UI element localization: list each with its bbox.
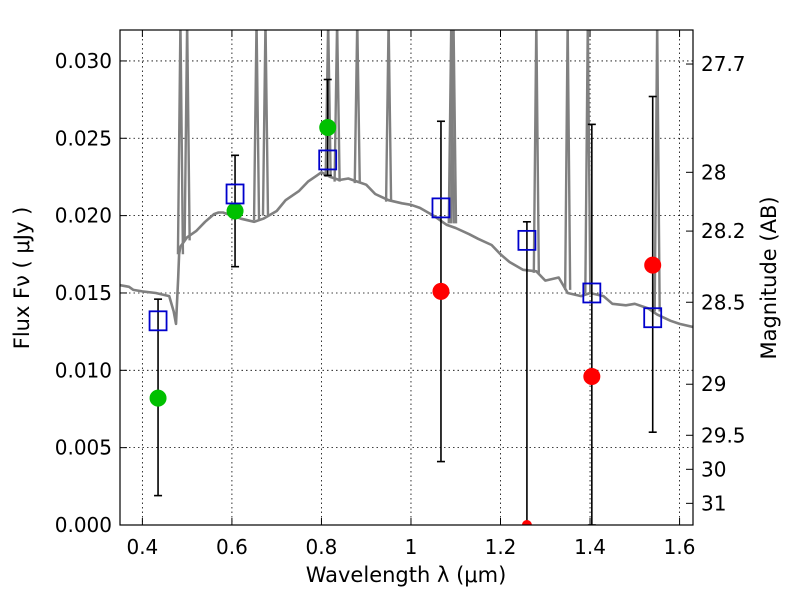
edge-markers: [521, 520, 532, 525]
plot-area: [120, 30, 693, 525]
y-axis-title: Flux Fν ( μJy ): [10, 207, 34, 350]
x-tick-label: 1.4: [574, 535, 606, 559]
x-tick-label: 1.2: [485, 535, 517, 559]
x-tick-label: 0.8: [306, 535, 338, 559]
model-photometry-square: [517, 229, 537, 251]
y-tick-label: 0.030: [55, 49, 112, 73]
emission-line-spike: [384, 30, 393, 202]
emission-line-spike: [261, 30, 270, 216]
nondetection-point: [521, 520, 532, 525]
detection-point: [226, 202, 244, 220]
axis-ticks: 0.4 0.6 0.8 1 1.2 1.4 1.6 0.000 0.005 0.010 0.015 0…: [55, 30, 746, 559]
right-axis-title: Magnitude (AB): [757, 196, 781, 359]
emission-line-spike: [176, 30, 185, 255]
detection-point: [319, 118, 337, 136]
model-photometry-square: [148, 310, 168, 332]
model-photometry-square: [318, 149, 338, 171]
mag-tick-label: 31: [701, 491, 726, 515]
emission-line-spike: [252, 30, 261, 221]
emission-line-spike: [353, 30, 361, 184]
mag-tick-label: 29.5: [701, 423, 746, 447]
mag-tick-label: 28.2: [701, 219, 746, 243]
x-tick-label: 1: [405, 535, 418, 559]
y-tick-label: 0.015: [55, 281, 112, 305]
mag-tick-label: 28.5: [701, 290, 746, 314]
nondetection-point: [644, 256, 662, 274]
x-tick-label: 0.4: [126, 535, 158, 559]
mag-tick-label: 27.7: [701, 52, 746, 76]
model-spectrum-line: [120, 171, 693, 329]
y-tick-label: 0.010: [55, 358, 112, 382]
mag-tick-label: 30: [701, 457, 726, 481]
model-photometry-square: [582, 282, 602, 304]
plot-frame: [119, 29, 694, 526]
x-axis-title: Wavelength λ (μm): [306, 563, 507, 587]
mag-tick-label: 28: [701, 160, 726, 184]
nondetection-point: [583, 368, 601, 385]
grid-lines: [120, 30, 693, 526]
emission-line-spike: [449, 30, 458, 224]
emission-line-spike: [183, 30, 191, 241]
y-tick-label: 0.000: [55, 513, 112, 537]
emission-line-spike: [563, 30, 572, 290]
x-tick-label: 1.6: [664, 535, 696, 559]
nondetection-point: [432, 282, 450, 300]
emission-line-spike: [584, 30, 592, 293]
model-photometry-square: [431, 197, 451, 219]
detection-point: [149, 389, 167, 407]
mag-tick-label: 29: [701, 372, 726, 396]
emission-line-spike: [532, 30, 541, 273]
model-photometry-square: [225, 183, 245, 205]
y-tick-label: 0.025: [55, 126, 112, 150]
y-tick-label: 0.020: [55, 204, 112, 228]
emission-line-spike: [653, 30, 661, 312]
x-tick-label: 0.6: [216, 535, 248, 559]
y-tick-label: 0.005: [55, 436, 112, 460]
model-photometry-square: [643, 307, 663, 329]
